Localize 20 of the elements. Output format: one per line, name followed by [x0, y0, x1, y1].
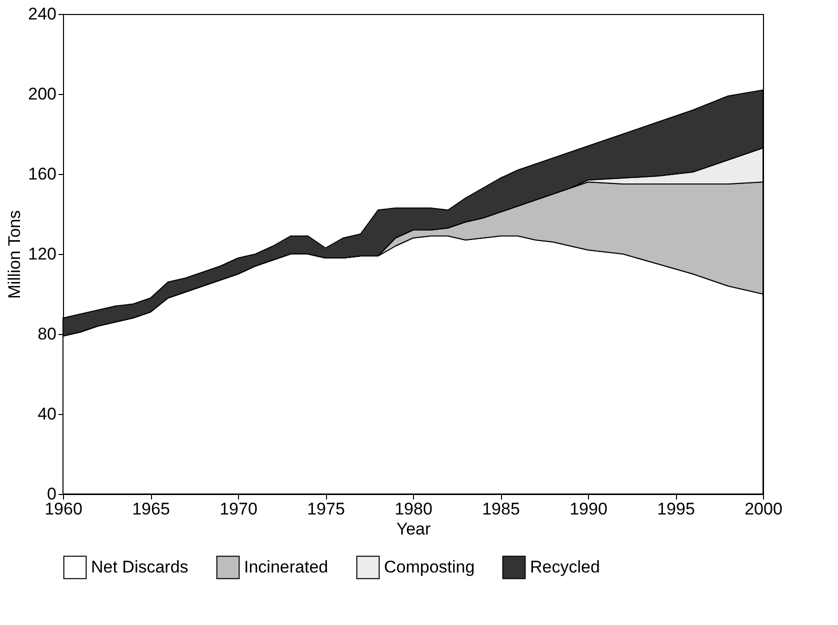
x-tick-label: 2000 — [744, 500, 782, 518]
x-tick-label: 1980 — [394, 500, 432, 518]
y-tick-label: 80 — [38, 324, 56, 344]
legend-label: Composting — [384, 557, 475, 576]
y-tick-label: 40 — [38, 404, 56, 424]
y-tick-label: 120 — [28, 244, 56, 264]
legend-label: Recycled — [530, 557, 600, 576]
x-tick-label: 1965 — [132, 500, 170, 518]
y-tick-label: 200 — [28, 84, 56, 104]
legend-label: Incinerated — [244, 557, 328, 576]
y-axis-title: Million Tons — [5, 210, 24, 299]
x-tick-label: 1990 — [570, 500, 608, 518]
y-tick-label: 160 — [28, 164, 56, 184]
x-tick-label: 1995 — [657, 500, 695, 518]
x-tick-label: 1970 — [220, 500, 258, 518]
x-tick-label: 1975 — [307, 500, 345, 518]
y-tick-label: 240 — [28, 4, 56, 24]
x-axis-title: Year — [396, 520, 432, 538]
legend-label: Net Discards — [91, 557, 188, 576]
x-tick-label: 1985 — [482, 500, 520, 518]
